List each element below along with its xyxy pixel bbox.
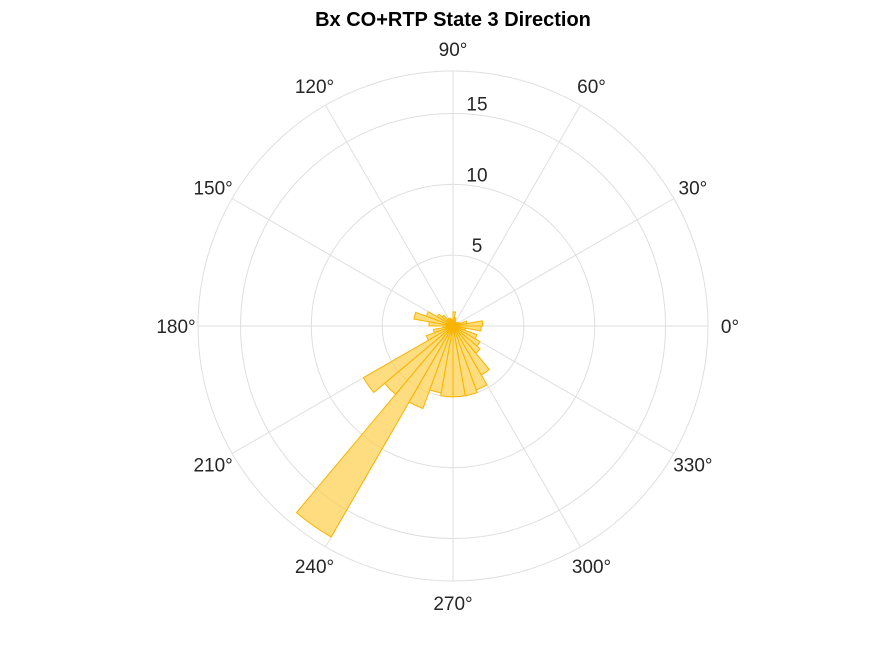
angle-tick-label: 240° (295, 557, 334, 578)
angle-tick-label: 180° (156, 317, 195, 338)
radial-tick-label: 5 (472, 236, 483, 257)
bin-petal-295 (452, 325, 488, 391)
angle-tick-label: 150° (193, 179, 232, 200)
angle-tick-label: 0° (721, 317, 739, 338)
grid-circle-18 (197, 70, 709, 582)
spoke-150 (231, 198, 454, 327)
bin-petal-245 (408, 325, 454, 410)
histogram-bins (295, 311, 491, 538)
bin-petal-355 (452, 325, 482, 332)
bin-petal-335 (452, 325, 478, 340)
bin-petal-315 (452, 325, 481, 354)
angle-tick-label: 120° (295, 77, 334, 98)
spoke-120 (325, 104, 454, 327)
angle-tick-label: 60° (577, 77, 606, 98)
angle-tick-label: 270° (433, 594, 472, 615)
bin-petal-175 (428, 321, 454, 327)
bin-petal-305 (452, 325, 491, 376)
angle-tick-label: 30° (679, 179, 708, 200)
angle-tick-label: 210° (193, 456, 232, 477)
grid-circle-15 (240, 113, 666, 539)
spoke-30 (452, 198, 675, 327)
bin-petal-325 (452, 325, 481, 347)
radial-tick-label: 15 (466, 95, 487, 116)
angle-tick-label: 90° (439, 40, 468, 61)
bin-petal-215 (362, 325, 454, 394)
angle-tick-label: 330° (673, 456, 712, 477)
chart-title: Bx CO+RTP State 3 Direction (315, 9, 591, 31)
spoke-60 (452, 104, 581, 327)
angle-tick-label: 300° (572, 557, 611, 578)
bin-petal-235 (295, 325, 454, 538)
grid-circle-10 (310, 183, 596, 469)
axis-labels: 0° 30° 60° 90° 120° 150° 180° 210° 240° 270° 300° 3… (156, 40, 739, 615)
bin-petal-85 (452, 311, 457, 327)
spoke-330 (452, 325, 675, 454)
radial-tick-label: 10 (466, 165, 487, 186)
bin-petal-165 (413, 311, 454, 327)
